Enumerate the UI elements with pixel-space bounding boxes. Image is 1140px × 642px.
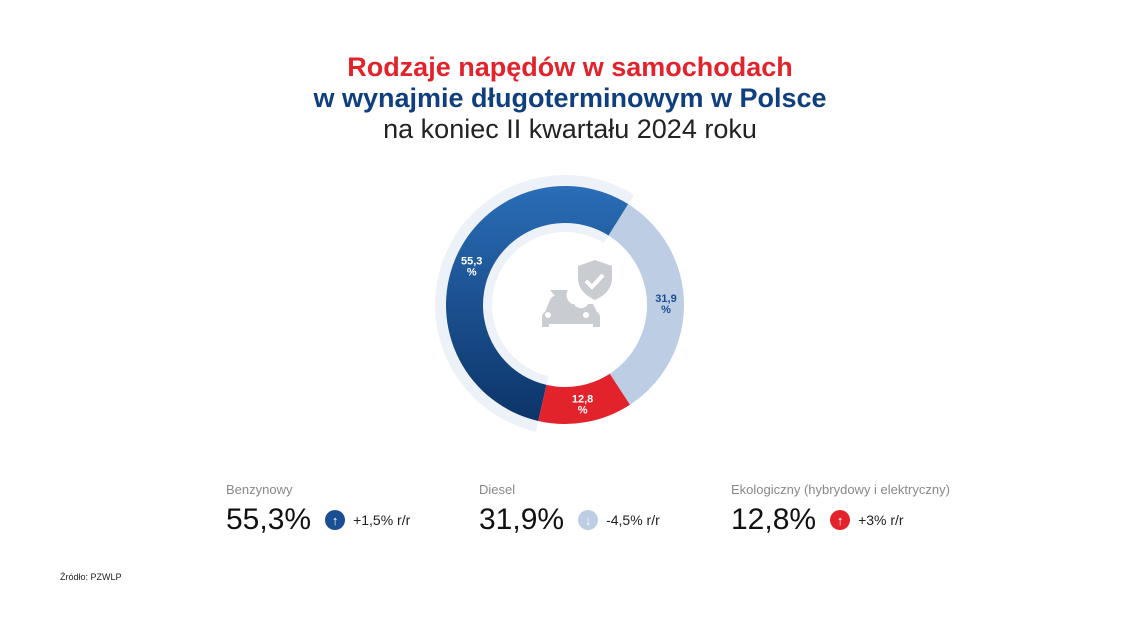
title-line-1: Rodzaje napędów w samochodach [347, 52, 793, 82]
car-shield-check-icon [542, 260, 612, 327]
chart-title: Rodzaje napędów w samochodach w wynajmie… [0, 52, 1140, 145]
arrow-down-icon: ↓ [578, 510, 599, 530]
stat-change: +3% r/r [858, 512, 904, 528]
stat-value: 55,3% [226, 503, 312, 536]
segment-label-2: 31,9% [655, 293, 676, 316]
stat-label: Ekologiczny (hybrydowy i elektryczny) [731, 482, 950, 497]
title-line-3: na koniec II kwartału 2024 roku [383, 114, 757, 144]
donut-segment-2 [608, 204, 684, 405]
stat-ekologiczny: Ekologiczny (hybrydowy i elektryczny) 12… [731, 482, 950, 537]
source-note: Źródło: PZWLP [60, 572, 122, 582]
title-line-2: w wynajmie długoterminowym w Polsce [313, 83, 827, 113]
stat-diesel: Diesel 31,9% ↓ -4,5% r/r [479, 482, 660, 537]
stat-change: -4,5% r/r [606, 512, 660, 528]
segment-label-3: 12,8% [572, 393, 593, 416]
stat-value: 12,8% [731, 503, 817, 536]
stat-benzynowy: Benzynowy 55,3% ↑ +1,5% r/r [226, 482, 410, 537]
donut-segment-3 [538, 373, 630, 425]
arrow-up-icon: ↑ [830, 510, 851, 530]
arrow-up-icon: ↑ [325, 510, 346, 530]
stat-change: +1,5% r/r [353, 512, 411, 528]
stat-label: Diesel [479, 482, 516, 497]
stat-label: Benzynowy [226, 482, 293, 497]
segment-label-1: 55,3% [461, 255, 482, 278]
donut-segment-1 [446, 186, 629, 421]
stat-value: 31,9% [479, 503, 565, 536]
